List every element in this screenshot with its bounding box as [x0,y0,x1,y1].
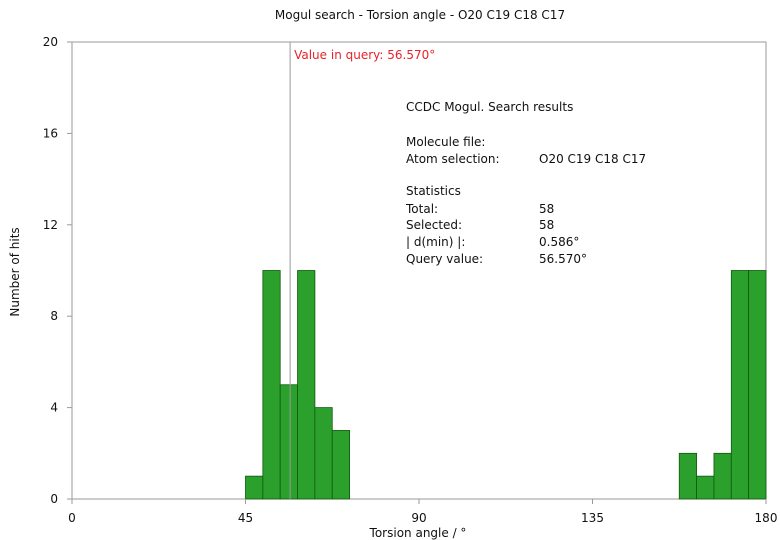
histogram-bar [730,270,750,500]
x-axis-ticks: 0 45 90 135 180 [68,499,777,525]
histogram-bar [245,475,264,500]
stat-query-value-value: 56.570° [539,252,587,266]
histogram-bar [678,452,698,500]
atom-selection-value: O20 C19 C18 C17 [539,152,646,166]
x-tick-label: 180 [755,511,778,525]
histogram-bar [297,270,316,500]
x-tick-label: 135 [581,511,604,525]
stat-selected-value: 58 [539,218,554,232]
x-tick-label: 0 [68,511,76,525]
stat-selected-label: Selected: [406,218,462,232]
y-axis-ticks: 0 4 8 12 16 20 [43,35,72,506]
stat-total-value: 58 [539,202,554,216]
histogram-bars [245,270,767,500]
molecule-file-label: Molecule file: [406,135,485,149]
histogram-bar [314,407,333,500]
histogram-bar [262,270,281,500]
stat-total-label: Total: [405,202,438,216]
y-tick-label: 16 [43,126,58,140]
query-value-label: Value in query: 56.570° [294,48,435,62]
y-tick-label: 4 [50,401,58,415]
x-tick-label: 45 [238,511,253,525]
atom-selection-label: Atom selection: [406,152,500,166]
x-axis-label: Torsion angle / ° [369,526,467,540]
x-tick-label: 90 [411,511,426,525]
statistics-heading: Statistics [406,184,461,198]
y-tick-label: 12 [43,218,58,232]
stat-dmin-value: 0.586° [539,235,579,249]
stat-query-value-label: Query value: [406,252,483,266]
y-tick-label: 20 [43,35,58,49]
stat-dmin-label: | d(min) |: [406,235,465,249]
histogram-bar [748,270,767,500]
search-results-panel: CCDC Mogul. Search results Molecule file… [405,100,646,266]
y-axis-label: Number of hits [8,227,22,316]
query-marker: Value in query: 56.570° [289,42,435,499]
histogram-bar [696,475,715,500]
histogram-bar [713,452,732,500]
histogram-bar [331,430,351,500]
histogram-bar [279,384,298,500]
chart-title: Mogul search - Torsion angle - O20 C19 C… [275,8,565,22]
info-heading: CCDC Mogul. Search results [406,100,573,114]
y-tick-label: 0 [50,492,58,506]
y-tick-label: 8 [50,309,58,323]
